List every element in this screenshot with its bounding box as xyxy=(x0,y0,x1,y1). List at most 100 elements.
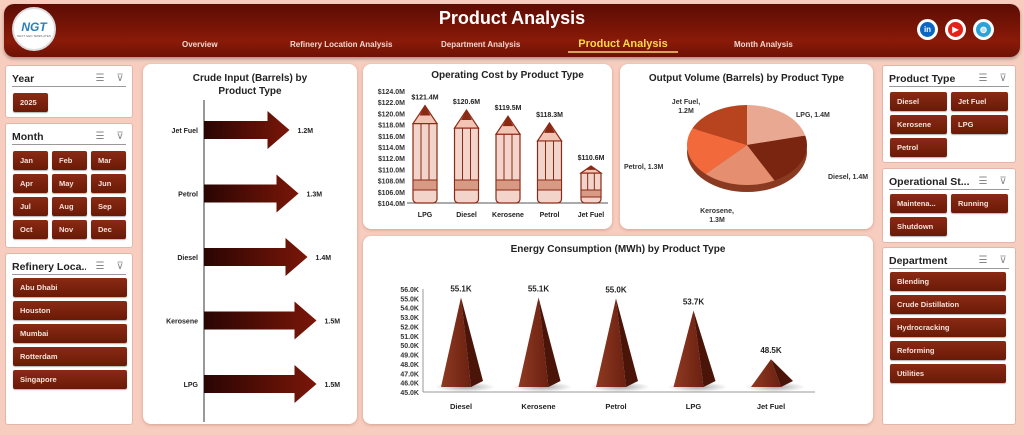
slicer-item-jet-fuel[interactable]: Jet Fuel xyxy=(951,92,1008,111)
y-tick-label: 56.0K xyxy=(400,287,419,294)
globe-button[interactable]: ◍ xyxy=(973,19,994,40)
nav-tab-department-analysis[interactable]: Department Analysis xyxy=(441,40,521,49)
multi-select-icon[interactable]: ☰ xyxy=(978,175,988,187)
slicer-item-dec[interactable]: Dec xyxy=(91,220,126,239)
pencil-bar-diesel xyxy=(453,108,480,204)
y-tick-label: $122.0M xyxy=(378,100,405,107)
clear-filter-icon[interactable]: ⊽ xyxy=(116,72,124,84)
output-volume-chart: Output Volume (Barrels) by Product Type … xyxy=(620,64,873,229)
multi-select-icon[interactable]: ☰ xyxy=(95,130,105,142)
slicer-item-hydrocracking[interactable]: Hydrocracking xyxy=(890,318,1006,337)
bar-arrow-kerosene xyxy=(204,301,317,340)
slicer-item-jun[interactable]: Jun xyxy=(91,174,126,193)
chart-title: Crude Input (Barrels) by Product Type xyxy=(192,73,308,97)
multi-select-icon[interactable]: ☰ xyxy=(978,254,988,266)
category-label: Petrol xyxy=(605,402,626,411)
slicer-item-mumbai[interactable]: Mumbai xyxy=(13,324,127,343)
data-label: $121.4M xyxy=(411,95,438,102)
slicer-item-crude-distillation[interactable]: Crude Distillation xyxy=(890,295,1006,314)
nav-tab-overview[interactable]: Overview xyxy=(182,40,218,49)
header-bar xyxy=(4,4,1020,57)
category-label: Kerosene xyxy=(166,319,198,326)
nav-tab-refinery-location-analysis[interactable]: Refinery Location Analysis xyxy=(290,40,393,49)
data-label: $120.6M xyxy=(453,99,480,106)
pyramid-bar-petrol xyxy=(596,298,626,387)
chart-title: Energy Consumption (MWh) by Product Type xyxy=(510,244,726,255)
pencil-body xyxy=(495,133,521,204)
slicer-item-mar[interactable]: Mar xyxy=(91,151,126,170)
slicer-item-jan[interactable]: Jan xyxy=(13,151,48,170)
data-label: 53.7K xyxy=(683,298,705,307)
slicer-item-petrol[interactable]: Petrol xyxy=(890,138,947,157)
slicer-item-oct[interactable]: Oct xyxy=(13,220,48,239)
multi-select-icon[interactable]: ☰ xyxy=(95,72,105,84)
category-label: Diesel xyxy=(177,255,198,262)
y-tick-label: 51.0K xyxy=(400,334,419,341)
slicer-item-may[interactable]: May xyxy=(52,174,87,193)
slicer-item-sep[interactable]: Sep xyxy=(91,197,126,216)
product-type-slicer: Product Type ☰ ⊽ Diesel Jet Fuel Kerosene LPG… xyxy=(882,65,1016,163)
slicer-item-jul[interactable]: Jul xyxy=(13,197,48,216)
slicer-item-shutdown[interactable]: Shutdown xyxy=(890,217,947,236)
y-tick-label: 52.0K xyxy=(400,324,419,331)
clear-filter-icon[interactable]: ⊽ xyxy=(999,72,1007,84)
slicer-item-nov[interactable]: Nov xyxy=(52,220,87,239)
logo-subtext: NEXT GEN TEMPLATES xyxy=(17,34,51,38)
logo-text: NGT xyxy=(21,20,47,34)
slicer-item-maintena-[interactable]: Maintena... xyxy=(890,194,947,213)
slicer-item-feb[interactable]: Feb xyxy=(52,151,87,170)
multi-select-icon[interactable]: ☰ xyxy=(978,72,988,84)
category-label: Jet Fuel xyxy=(172,128,199,135)
category-label: LPG xyxy=(686,402,702,411)
y-tick-label: 46.0K xyxy=(400,381,419,388)
page-title: Product Analysis xyxy=(438,8,586,28)
slicer-title: Operational St... xyxy=(889,175,969,188)
slicer-item-houston[interactable]: Houston xyxy=(13,301,127,320)
y-tick-label: 55.0K xyxy=(400,296,419,303)
linkedin-icon: in xyxy=(920,22,935,37)
slicer-item-2025[interactable]: 2025 xyxy=(13,93,48,112)
slicer-title: Year xyxy=(12,72,35,85)
year-slicer: Year ☰ ⊽ 2025 xyxy=(5,65,133,118)
y-tick-label: $120.0M xyxy=(378,111,405,118)
slicer-item-reforming[interactable]: Reforming xyxy=(890,341,1006,360)
slicer-item-running[interactable]: Running xyxy=(951,194,1008,213)
slicer-item-blending[interactable]: Blending xyxy=(890,272,1006,291)
clear-filter-icon[interactable]: ⊽ xyxy=(999,175,1007,187)
slicer-item-singapore[interactable]: Singapore xyxy=(13,370,127,389)
y-tick-label: 54.0K xyxy=(400,306,419,313)
category-label: Kerosene xyxy=(521,402,555,411)
pencil-lead xyxy=(419,105,431,116)
slicer-item-kerosene[interactable]: Kerosene xyxy=(890,115,947,134)
clear-filter-icon[interactable]: ⊽ xyxy=(116,130,124,142)
slicer-item-aug[interactable]: Aug xyxy=(52,197,87,216)
slicer-item-utilities[interactable]: Utilities xyxy=(890,364,1006,383)
multi-select-icon[interactable]: ☰ xyxy=(95,260,105,272)
pencil-band xyxy=(495,179,521,191)
y-tick-label: 47.0K xyxy=(400,371,419,378)
youtube-button[interactable]: ▶ xyxy=(945,19,966,40)
pyramid-side xyxy=(538,297,561,387)
y-tick-label: 45.0K xyxy=(400,390,419,397)
slicer-item-abu-dhabi[interactable]: Abu Dhabi xyxy=(13,278,127,297)
linkedin-button[interactable]: in xyxy=(917,19,938,40)
clear-filter-icon[interactable]: ⊽ xyxy=(999,254,1007,266)
slicer-item-diesel[interactable]: Diesel xyxy=(890,92,947,111)
data-label: 55.1K xyxy=(450,284,472,293)
slicer-item-rotterdam[interactable]: Rotterdam xyxy=(13,347,127,366)
slicer-item-lpg[interactable]: LPG xyxy=(951,115,1008,134)
y-tick-label: 53.0K xyxy=(400,315,419,322)
nav-tab-product-analysis[interactable]: Product Analysis xyxy=(568,38,678,53)
refinery-location-slicer: Refinery Loca... ☰ ⊽ Abu Dhabi Houston Mumba… xyxy=(5,253,133,425)
slicer-title: Department xyxy=(889,254,948,267)
nav-tab-month-analysis[interactable]: Month Analysis xyxy=(734,40,793,49)
pyramid-bar-lpg xyxy=(673,310,704,387)
youtube-icon: ▶ xyxy=(948,22,963,37)
data-label: 1.2M xyxy=(298,128,314,135)
pyramid-side xyxy=(461,297,483,387)
pie-slice-kerosene xyxy=(705,145,775,185)
clear-filter-icon[interactable]: ⊽ xyxy=(116,260,124,272)
slicer-item-apr[interactable]: Apr xyxy=(13,174,48,193)
y-tick-label: $110.0M xyxy=(378,167,405,174)
logo: NGT NEXT GEN TEMPLATES xyxy=(12,7,56,51)
